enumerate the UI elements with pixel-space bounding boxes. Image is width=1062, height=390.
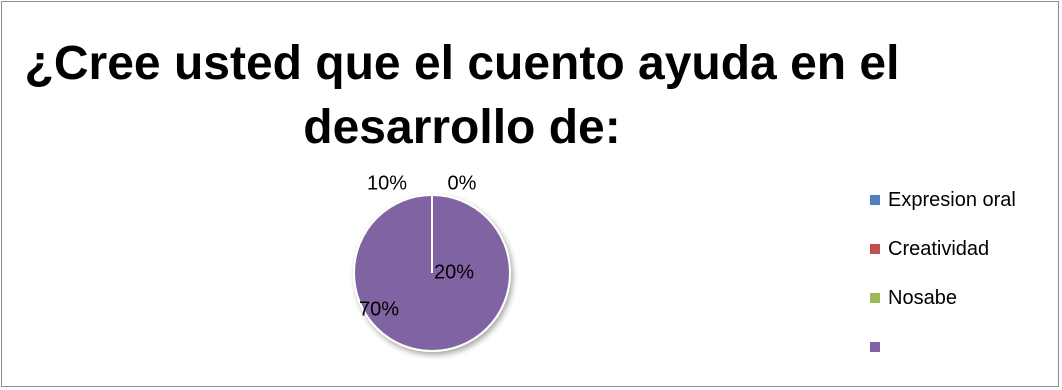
pie-data-label: 0% [448,172,477,194]
chart-title: ¿Cree usted que el cuento ayuda en el de… [2,32,922,160]
pie-data-label: 10% [367,172,407,194]
legend-swatch [870,293,880,303]
chart-title-line-2: desarrollo de: [303,101,621,154]
legend-label: Nosabe [888,286,957,309]
legend-swatch [870,244,880,254]
chart-title-line-1: ¿Cree usted que el cuento ayuda en el [24,37,900,90]
pie-data-label: 70% [359,298,399,320]
pie-data-labels: 10% 0% 20% 70% [359,172,477,320]
pie-slices [353,194,511,352]
legend-swatch [870,195,880,205]
pie-data-label: 20% [434,261,474,283]
chart-legend: Expresion oral Creatividad Nosabe [870,188,1055,384]
legend-label: Expresion oral [888,188,1016,211]
legend-item-creatividad: Creatividad [870,237,1055,261]
legend-label: Creatividad [888,237,990,260]
legend-item-nosabe: Nosabe [870,286,1055,310]
legend-swatch [870,342,880,352]
legend-item-unnamed [870,335,1055,359]
legend-item-expresion-oral: Expresion oral [870,188,1055,212]
